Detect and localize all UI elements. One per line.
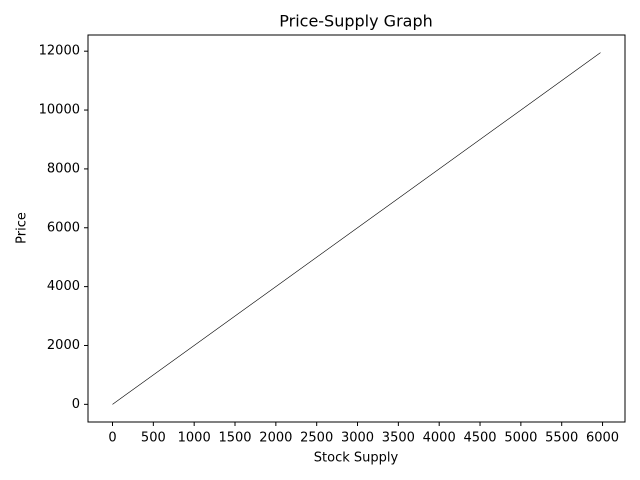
x-tick-label: 5000 bbox=[504, 431, 537, 446]
chart-title: Price-Supply Graph bbox=[279, 12, 433, 31]
x-tick-label: 5500 bbox=[545, 431, 578, 446]
x-tick-label: 2500 bbox=[300, 431, 333, 446]
x-tick-label: 4000 bbox=[423, 431, 456, 446]
x-tick-label: 0 bbox=[108, 431, 116, 446]
x-tick-label: 1000 bbox=[178, 431, 211, 446]
y-tick-label: 12000 bbox=[39, 44, 80, 59]
y-tick-label: 2000 bbox=[47, 338, 80, 353]
y-tick-label: 10000 bbox=[39, 103, 80, 118]
x-tick-label: 6000 bbox=[586, 431, 619, 446]
x-tick-label: 1500 bbox=[218, 431, 251, 446]
y-tick-label: 0 bbox=[72, 397, 80, 412]
x-axis-label: Stock Supply bbox=[314, 451, 399, 466]
y-axis-label: Price bbox=[15, 212, 30, 244]
data-line bbox=[112, 52, 601, 405]
x-tick-label: 2000 bbox=[259, 431, 292, 446]
x-tick-label: 3500 bbox=[382, 431, 415, 446]
plot-frame bbox=[87, 34, 626, 423]
x-tick-label: 4500 bbox=[463, 431, 496, 446]
y-tick-label: 4000 bbox=[47, 279, 80, 294]
x-tick-label: 500 bbox=[141, 431, 166, 446]
y-tick-label: 6000 bbox=[47, 220, 80, 235]
x-tick-label: 3000 bbox=[341, 431, 374, 446]
y-tick-label: 8000 bbox=[47, 161, 80, 176]
